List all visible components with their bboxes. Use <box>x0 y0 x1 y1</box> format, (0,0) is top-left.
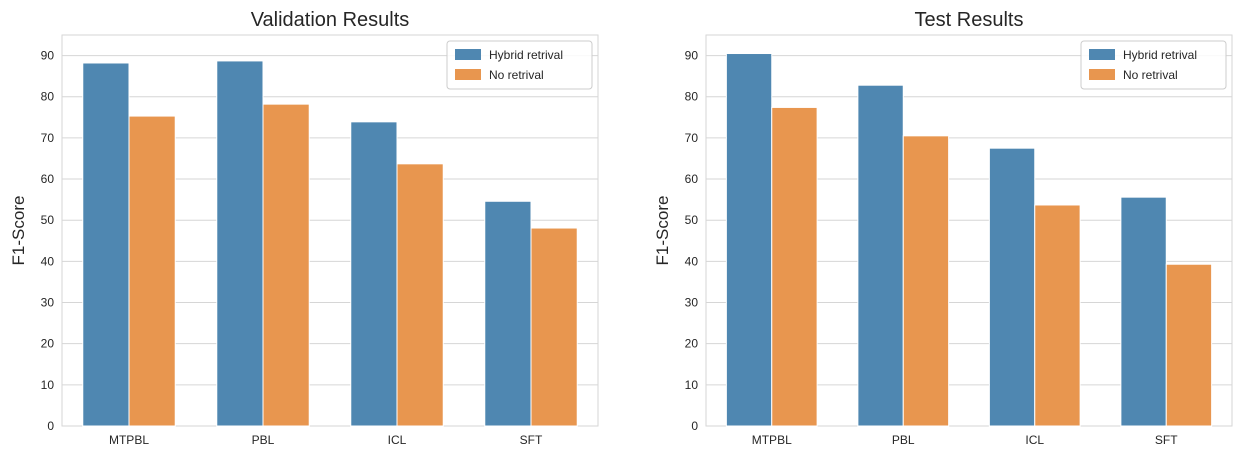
legend-label: Hybrid retrival <box>1123 48 1197 62</box>
y-tick-label: 90 <box>41 49 55 63</box>
y-tick-label: 30 <box>41 296 55 310</box>
bar-no-retrival <box>771 106 818 427</box>
y-tick-label: 40 <box>685 254 699 268</box>
bar-hybrid-retrival <box>82 62 130 427</box>
y-tick-label: 10 <box>41 378 55 392</box>
x-tick-label: MTPBL <box>109 433 149 447</box>
legend-label: No retrival <box>489 68 544 82</box>
y-axis-label: F1-Score <box>653 196 672 266</box>
bar-no-retrival <box>128 115 176 427</box>
y-tick-label: 80 <box>41 90 55 104</box>
legend-swatch <box>1089 69 1115 80</box>
y-tick-label: 70 <box>41 131 55 145</box>
chart-panel-1: 0 10 20 30 40 50 60 70 80 90 MTPBL PBL ICL SFT Test Re… <box>653 9 1233 447</box>
legend-swatch <box>1089 49 1115 60</box>
y-tick-label: 40 <box>41 254 55 268</box>
x-tick-label: PBL <box>252 433 275 447</box>
x-tick-label: ICL <box>388 433 407 447</box>
y-tick-label: 80 <box>685 90 699 104</box>
y-tick-label: 20 <box>41 337 55 351</box>
y-tick-label: 0 <box>691 419 698 433</box>
x-tick-label: SFT <box>520 433 543 447</box>
legend-swatch <box>455 49 481 60</box>
bar-hybrid-retrival <box>1120 196 1167 427</box>
bar-no-retrival <box>902 135 950 427</box>
bar-hybrid-retrival <box>484 200 532 427</box>
y-tick-label: 50 <box>41 213 55 227</box>
bar-hybrid-retrival <box>988 147 1036 427</box>
chart-panel-0: 0 10 20 30 40 50 60 70 80 90 MTPBL PBL ICL SFT Validat… <box>9 9 599 447</box>
chart-title: Validation Results <box>251 9 410 31</box>
bar-hybrid-retrival <box>350 121 398 427</box>
x-tick-label: MTPBL <box>752 433 792 447</box>
y-axis-label: F1-Score <box>9 196 28 266</box>
plot-frame <box>705 34 1233 427</box>
legend-swatch <box>455 69 481 80</box>
bar-hybrid-retrival <box>216 60 264 427</box>
y-tick-label: 30 <box>685 296 699 310</box>
plot-frame <box>61 34 599 427</box>
legend-label: Hybrid retrival <box>489 48 563 62</box>
bar-no-retrival <box>262 103 310 427</box>
bar-hybrid-retrival <box>725 53 773 427</box>
bar-no-retrival <box>1034 204 1081 427</box>
legend: Hybrid retrival No retrival <box>446 40 593 90</box>
y-tick-label: 10 <box>685 378 699 392</box>
y-tick-label: 50 <box>685 213 699 227</box>
x-tick-label: ICL <box>1025 433 1044 447</box>
bar-no-retrival <box>396 163 444 427</box>
chart-title: Test Results <box>915 9 1024 31</box>
bar-no-retrival <box>530 227 578 427</box>
y-tick-label: 0 <box>47 419 54 433</box>
x-tick-label: PBL <box>892 433 915 447</box>
x-tick-label: SFT <box>1155 433 1178 447</box>
y-tick-label: 60 <box>685 172 699 186</box>
y-tick-label: 60 <box>41 172 55 186</box>
bar-no-retrival <box>1165 263 1213 427</box>
y-tick-label: 70 <box>685 131 699 145</box>
y-tick-label: 20 <box>685 337 699 351</box>
y-tick-label: 90 <box>685 49 699 63</box>
legend: Hybrid retrival No retrival <box>1080 40 1227 90</box>
legend-label: No retrival <box>1123 68 1178 82</box>
legend-box <box>1080 40 1227 90</box>
legend-box <box>446 40 593 90</box>
bar-hybrid-retrival <box>857 84 904 427</box>
